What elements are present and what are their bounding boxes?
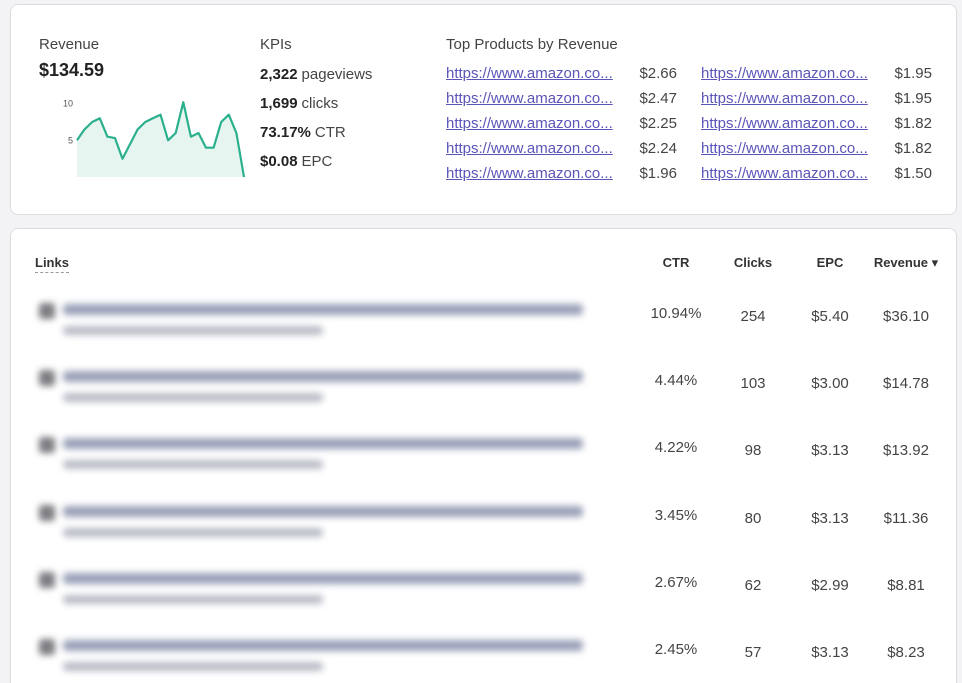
product-link[interactable]: https://www.amazon.co... (446, 165, 613, 182)
product-revenue: $2.66 (639, 65, 677, 82)
product-link[interactable]: https://www.amazon.co... (701, 90, 868, 107)
blurred-link-info (35, 560, 595, 610)
epc-cell: $3.00 (811, 375, 849, 392)
revenue-cell: $11.36 (883, 510, 929, 527)
kpi-value: $0.08 (260, 153, 298, 170)
kpi-value: 73.17% (260, 124, 311, 141)
kpi-value: 1,699 (260, 95, 298, 112)
kpi-unit: CTR (314, 124, 346, 141)
blurred-link-info (35, 493, 595, 543)
revenue-sparkline: 10 5 (63, 99, 246, 178)
kpi-clicks: 1,699 clicks (260, 95, 338, 112)
product-revenue: $2.24 (639, 140, 677, 157)
kpi-unit: clicks (301, 95, 339, 112)
revenue-cell: $8.81 (887, 577, 925, 594)
blurred-link-info (35, 627, 595, 677)
ctr-cell: 10.94% (650, 305, 702, 322)
product-link[interactable]: https://www.amazon.co... (701, 65, 868, 82)
revenue-line (76, 101, 246, 178)
ctr-cell: 4.44% (654, 372, 698, 389)
revenue-cell: $8.23 (887, 644, 925, 661)
table-row[interactable]: 4.44% 103 $3.00 $14.78 (11, 358, 958, 425)
epc-cell: $3.13 (811, 644, 849, 661)
product-revenue: $1.95 (894, 65, 932, 82)
table-row[interactable]: 2.67% 62 $2.99 $8.81 (11, 560, 958, 627)
links-column-header[interactable]: Links (35, 255, 69, 273)
table-row[interactable]: 4.22% 98 $3.13 $13.92 (11, 425, 958, 492)
revenue-column-header[interactable]: Revenue ▾ (866, 255, 946, 271)
table-row[interactable]: 10.94% 254 $5.40 $36.10 (11, 291, 958, 358)
clicks-cell: 103 (740, 375, 766, 392)
revenue-header-label: Revenue (873, 255, 929, 270)
favicon-icon (39, 639, 55, 655)
y-tick-label: 5 (68, 135, 73, 145)
product-link[interactable]: https://www.amazon.co... (701, 115, 868, 132)
epc-cell: $5.40 (811, 308, 849, 325)
table-row[interactable]: 2.45% 57 $3.13 $8.23 (11, 627, 958, 683)
clicks-cell: 254 (740, 308, 766, 325)
product-link[interactable]: https://www.amazon.co... (701, 140, 868, 157)
favicon-icon (39, 370, 55, 386)
blurred-link-info (35, 358, 595, 408)
ctr-cell: 2.45% (654, 641, 698, 658)
clicks-cell: 62 (744, 577, 762, 594)
ctr-column-header[interactable]: CTR (662, 255, 690, 270)
product-link[interactable]: https://www.amazon.co... (446, 65, 613, 82)
revenue-area (77, 102, 244, 177)
clicks-column-header[interactable]: Clicks (733, 255, 773, 270)
top-products-label: Top Products by Revenue (446, 36, 618, 53)
product-revenue: $1.96 (639, 165, 677, 182)
product-link[interactable]: https://www.amazon.co... (446, 140, 613, 157)
kpi-pageviews: 2,322 pageviews (260, 66, 372, 83)
epc-cell: $3.13 (811, 510, 849, 527)
ctr-cell: 2.67% (654, 574, 698, 591)
epc-cell: $2.99 (811, 577, 849, 594)
ctr-cell: 4.22% (654, 439, 698, 456)
y-tick-label: 10 (63, 99, 73, 109)
ctr-cell: 3.45% (654, 507, 698, 524)
kpi-value: 2,322 (260, 66, 298, 83)
table-row[interactable]: 3.45% 80 $3.13 $11.36 (11, 493, 958, 560)
product-revenue: $1.95 (894, 90, 932, 107)
product-revenue: $2.25 (639, 115, 677, 132)
kpi-unit: EPC (301, 153, 333, 170)
product-link[interactable]: https://www.amazon.co... (446, 115, 613, 132)
revenue-cell: $14.78 (883, 375, 929, 392)
revenue-label: Revenue (39, 36, 100, 53)
favicon-icon (39, 437, 55, 453)
product-link[interactable]: https://www.amazon.co... (446, 90, 613, 107)
product-revenue: $1.82 (894, 140, 932, 157)
kpi-unit: pageviews (301, 66, 373, 83)
product-revenue: $1.50 (894, 165, 932, 182)
favicon-icon (39, 303, 55, 319)
sort-desc-icon: ▾ (931, 255, 939, 270)
revenue-cell: $36.10 (883, 308, 929, 325)
favicon-icon (39, 572, 55, 588)
product-link[interactable]: https://www.amazon.co... (701, 165, 868, 182)
revenue-value: $134.59 (39, 60, 105, 80)
blurred-link-info (35, 291, 595, 341)
clicks-cell: 57 (744, 644, 762, 661)
favicon-icon (39, 505, 55, 521)
blurred-link-info (35, 425, 595, 475)
kpi-epc: $0.08 EPC (260, 153, 332, 170)
revenue-cell: $13.92 (883, 442, 929, 459)
product-revenue: $2.47 (639, 90, 677, 107)
kpi-label: KPIs (260, 36, 292, 53)
kpi-ctr: 73.17% CTR (260, 124, 346, 141)
epc-column-header[interactable]: EPC (816, 255, 844, 270)
summary-card: Revenue $134.59 10 5 KPIs 2,322 pageviews … (10, 4, 957, 215)
clicks-cell: 80 (744, 510, 762, 527)
product-revenue: $1.82 (894, 115, 932, 132)
epc-cell: $3.13 (811, 442, 849, 459)
clicks-cell: 98 (744, 442, 762, 459)
links-table-card: Links CTR Clicks EPC Revenue ▾ 10.94% 25… (10, 228, 957, 683)
